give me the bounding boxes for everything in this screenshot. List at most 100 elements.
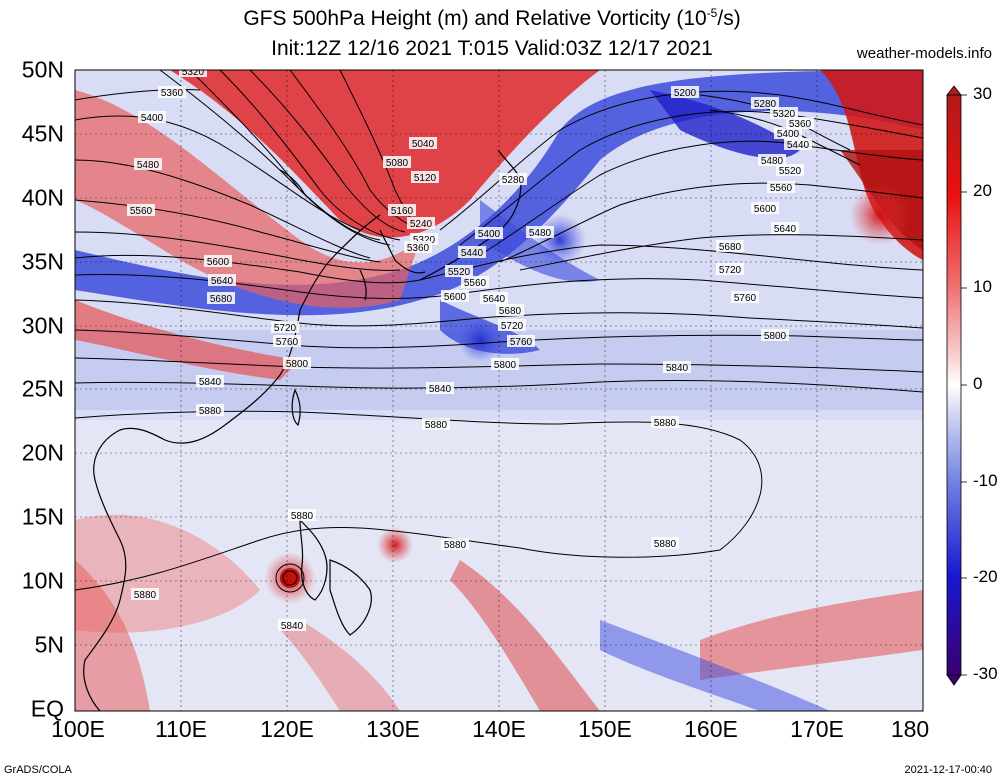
contour-label: 5880 [134,590,157,601]
contour-label-bg [498,319,526,331]
contour-label-bg [663,361,691,373]
contour-label: 5360 [789,119,812,130]
contour-label: 5400 [478,229,501,240]
contour-label: 5240 [410,219,433,230]
contour-label: 5120 [414,173,437,184]
contour-label: 5480 [137,160,160,171]
contour-label-bg [179,70,207,77]
colorbar [946,85,967,686]
contour-label: 5760 [276,337,299,348]
colorbar-label: -20 [973,567,998,586]
contour-label-bg [758,154,786,166]
contour-label-bg [496,304,524,316]
contour-label-bg [731,291,759,303]
contour-label-bg [751,202,779,214]
chart-title-line1: GFS 500hPa Height (m) and Relative Vorti… [243,6,741,30]
contour-label: 5880 [654,539,677,550]
contour-label-bg [776,164,804,176]
colorbar-label: 30 [973,84,992,103]
contour-label: 5480 [529,228,552,239]
contour-label: 5800 [494,360,517,371]
chart-title-line2: Init:12Z 12/16 2021 T:015 Valid:03Z 12/1… [271,37,713,60]
contour-label: 5320 [182,67,205,78]
contour-label-bg [207,292,235,304]
contour-label-bg [461,276,489,288]
contour-label-bg [273,335,301,347]
contour-label: 5480 [761,156,784,167]
lat-label-eq: EQ [30,695,64,722]
colorbar-label: 0 [973,374,983,393]
contour-label-bg [426,382,454,394]
contour-label-bg [441,538,469,550]
contour-label: 5840 [429,384,452,395]
contour-label-bg [127,204,155,216]
footer-timestamp: 2021-12-17-00:40 [904,764,992,776]
lon-label-120e: 120E [260,716,314,742]
contour-label: 5560 [464,278,487,289]
lat-label-15n: 15N [21,503,64,530]
contour-label-bg [786,117,814,129]
lon-label-130e: 130E [366,716,420,742]
lon-label-180: 180 [890,716,930,742]
contour-label-bg [383,156,411,168]
contour-label-bg [441,290,469,302]
contour-label: 5880 [425,420,448,431]
contour-label-bg [158,86,186,98]
contour-label-bg [409,137,437,149]
lat-label-10n: 10N [21,567,64,594]
contour-label: 5680 [499,306,522,317]
contour-label-bg [651,416,679,428]
colorbar-label: -10 [973,471,998,490]
lat-label-50n: 50N [21,56,64,83]
contour-label-bg [480,292,508,304]
contour-label: 5640 [774,224,797,235]
contour-label: 5360 [161,88,184,99]
contour-label: 5520 [448,267,471,278]
colorbar-label: 20 [973,181,992,200]
contour-label-bg [196,404,224,416]
contour-label-bg [716,240,744,252]
contour-label: 5840 [666,363,689,374]
contour-label-bg [767,181,795,193]
contour-label: 5600 [444,292,467,303]
contour-label-bg [458,246,486,258]
contour-label: 5800 [286,359,309,370]
lon-label-140e: 140E [472,716,526,742]
contour-label-bg [208,274,236,286]
contour-label: 5720 [274,323,297,334]
website-label: weather-models.info [856,45,992,62]
contour-label: 5280 [502,175,525,186]
contour-label: 5880 [291,511,314,522]
colorbar-label: 10 [973,277,992,296]
contour-label: 5840 [199,377,222,388]
contour-label: 5600 [754,204,777,215]
vorticity-field: 5320 5360 5400 5480 5560 5600 5640 5680 5720 5760… [75,67,923,711]
contour-label: 5600 [207,257,230,268]
contour-label: 5360 [407,243,430,254]
contour-label: 5200 [674,88,697,99]
contour-label: 5640 [211,276,234,287]
contour-label-bg [131,588,159,600]
contour-label: 5880 [199,406,222,417]
contour-label: 5560 [770,183,793,194]
contour-label: 5760 [734,293,757,304]
contour-label-bg [491,358,519,370]
contour-label: 5800 [764,331,787,342]
contour-label-bg [751,97,779,109]
contour-label-bg [784,138,812,150]
contour-label: 5440 [787,140,810,151]
contour-label: 5840 [281,621,304,632]
contour-label-bg [196,375,224,387]
contour-label-bg [278,619,306,631]
contour-label-bg [138,111,166,123]
contour-label-bg [771,222,799,234]
contour-label: 5760 [510,337,533,348]
contour-label-bg [271,321,299,333]
contour-label: 5560 [130,206,153,217]
contour-label: 5880 [654,418,677,429]
lat-label-40n: 40N [21,184,64,211]
footer-credit: GrADS/COLA [4,764,72,776]
lat-label-20n: 20N [21,439,64,466]
contour-label-bg [770,107,798,119]
